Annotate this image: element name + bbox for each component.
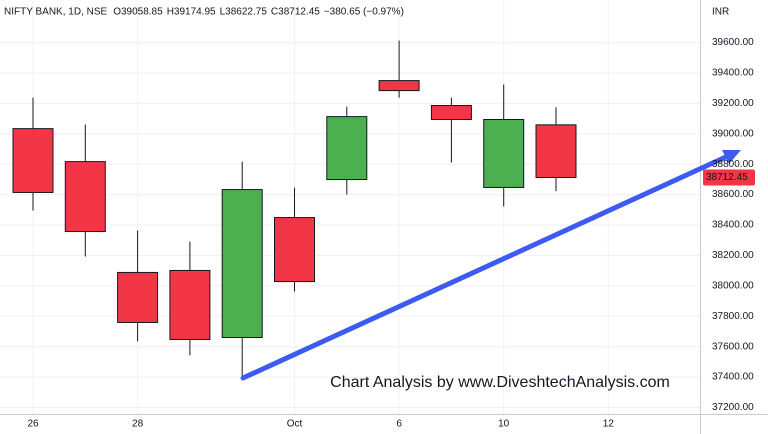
candle-body [64, 161, 106, 233]
y-tick-label: 39200.00 [712, 98, 754, 109]
x-tick-label: 6 [396, 419, 402, 430]
chart-title: NIFTY BANK, 1D, NSE [4, 7, 108, 18]
y-tick-label: 39600.00 [712, 37, 754, 48]
candle-body [169, 269, 211, 340]
x-tick-label: 12 [603, 419, 615, 430]
x-tick-label: 10 [498, 419, 510, 430]
currency-label: INR [712, 7, 729, 18]
x-tick-label: 26 [27, 419, 39, 430]
plot [0, 0, 700, 414]
candle-body [535, 124, 577, 179]
y-tick-label: 37600.00 [712, 341, 754, 352]
candle-body [483, 118, 525, 188]
candle-body [378, 80, 420, 92]
y-tick-label: 37200.00 [712, 402, 754, 413]
y-tick-label: 38600.00 [712, 189, 754, 200]
x-tick-label: 28 [132, 419, 144, 430]
y-tick-label: 39000.00 [712, 128, 754, 139]
last-price-label: 38712.45 [706, 172, 748, 183]
header-value: H39174.95 [167, 7, 216, 18]
y-tick-label: 38200.00 [712, 250, 754, 261]
x-tick-label: Oct [287, 419, 303, 430]
y-tick-label: 38400.00 [712, 220, 754, 231]
header-value: O39058.85 [113, 7, 163, 18]
candle-body [117, 271, 159, 323]
candle-body [274, 217, 315, 283]
y-tick-label: 38000.00 [712, 280, 754, 291]
header-value: C38712.45 [271, 7, 320, 18]
candle-body [430, 105, 472, 120]
candle-body [326, 116, 368, 181]
y-tick-label: 38800.00 [712, 159, 754, 170]
y-tick-label: 37400.00 [712, 372, 754, 383]
y-tick-label: 39400.00 [712, 68, 754, 79]
trend-arrow [240, 153, 731, 381]
annotation: Chart Analysis by www.DiveshtechAnalysis… [330, 374, 670, 391]
header-value: L38622.75 [220, 7, 268, 18]
arrow-head [722, 150, 741, 164]
header-values: O39058.85 H39174.95 L38622.75 C38712.45 −380… [113, 7, 404, 18]
candle-body [12, 128, 54, 193]
header-value: −380.65 (−0.97%) [324, 7, 404, 18]
candle-body [221, 189, 263, 339]
y-tick-label: 37800.00 [712, 311, 754, 322]
last-price-box [703, 169, 755, 186]
